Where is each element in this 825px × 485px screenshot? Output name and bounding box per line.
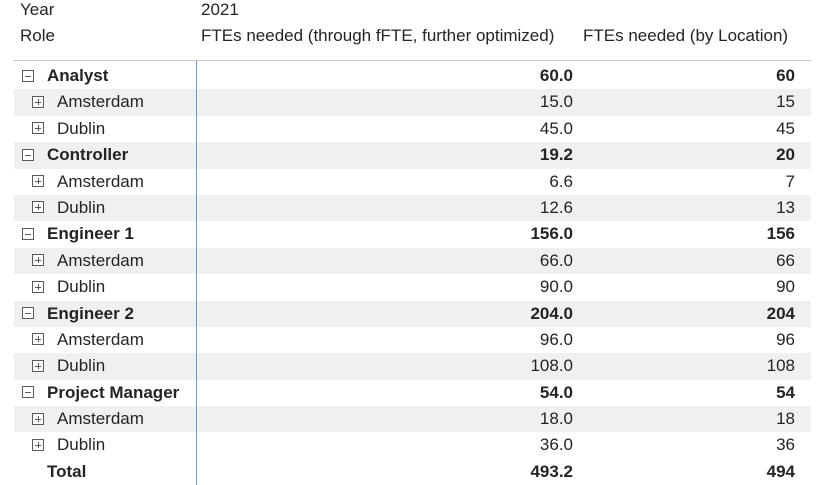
collapse-icon[interactable]: [22, 148, 34, 161]
table-row: Amsterdam 66.0 66: [14, 247, 811, 275]
cell-value: 96.0: [539, 329, 573, 349]
table-row: Engineer 1 156.0 156: [14, 221, 811, 247]
cell-value: 204: [766, 303, 795, 323]
collapse-icon[interactable]: [22, 69, 34, 82]
expand-icon[interactable]: [32, 201, 44, 214]
row-header-divider: [196, 61, 197, 485]
table-row: Amsterdam 15.0 15: [14, 89, 811, 116]
cell-value: 45: [776, 118, 795, 138]
row-label: Project Manager: [47, 382, 180, 402]
row-label: Dublin: [57, 356, 106, 376]
cell-value: 15.0: [539, 92, 573, 112]
cell-value: 36: [776, 435, 795, 455]
expand-icon[interactable]: [32, 280, 44, 293]
table-row: Amsterdam 96.0 96: [14, 327, 811, 353]
cell-value: 15: [776, 92, 795, 112]
table-row: Dublin 12.6 13: [14, 194, 811, 222]
total-value: 493.2: [530, 461, 573, 481]
collapse-icon[interactable]: [22, 227, 34, 240]
cell-value: 96: [776, 329, 795, 349]
cell-value: 54: [776, 382, 795, 402]
cell-value: 66.0: [539, 250, 573, 270]
cell-value: 19.2: [539, 145, 573, 165]
expand-icon[interactable]: [32, 359, 44, 372]
table-row: Dublin 45.0 45: [14, 116, 811, 142]
expand-icon[interactable]: [32, 412, 44, 425]
cell-value: 18.0: [539, 409, 573, 429]
total-value: 494: [766, 461, 795, 481]
cell-value: 108: [766, 356, 795, 376]
table-row: Project Manager 54.0 54: [14, 380, 811, 406]
table-row: Analyst 60.0 60: [14, 63, 811, 89]
table-row: Dublin 36.0 36: [14, 432, 811, 458]
row-label: Amsterdam: [57, 92, 144, 112]
cell-value: 60: [776, 66, 795, 85]
row-label: Controller: [47, 145, 129, 165]
table-row: Dublin 90.0 90: [14, 274, 811, 300]
row-label: Amsterdam: [57, 329, 144, 349]
row-label: Dublin: [57, 435, 106, 455]
cell-value: 156.0: [530, 224, 573, 244]
table-row: Engineer 2 204.0 204: [14, 300, 811, 327]
collapse-icon[interactable]: [22, 386, 34, 399]
collapse-icon[interactable]: [22, 307, 34, 320]
cell-value: 90: [776, 277, 795, 297]
cell-value: 54.0: [539, 382, 573, 402]
header-divider: [14, 60, 811, 61]
column-header-ftes-location[interactable]: FTEs needed (by Location): [583, 26, 789, 45]
cell-value: 20: [776, 145, 795, 165]
cell-value: 66: [776, 250, 795, 270]
column-header-ftes-fte[interactable]: FTEs needed (through fFTE, further optim…: [201, 26, 555, 45]
expand-icon[interactable]: [32, 95, 44, 108]
cell-value: 36.0: [539, 435, 573, 455]
cell-value: 108.0: [530, 356, 573, 376]
cell-value: 204.0: [530, 303, 573, 323]
cell-value: 6.6: [549, 171, 573, 191]
expand-icon[interactable]: [32, 175, 44, 188]
row-label: Engineer 1: [47, 224, 134, 244]
row-label: Amsterdam: [57, 409, 144, 429]
expand-icon[interactable]: [32, 438, 44, 451]
cell-value: 13: [776, 197, 795, 217]
row-label: Dublin: [57, 118, 106, 138]
cell-value: 7: [785, 171, 795, 191]
row-label: Engineer 2: [47, 303, 134, 323]
total-row: Total 493.2 494: [14, 459, 811, 485]
table-row: Amsterdam 18.0 18: [14, 406, 811, 433]
year-value: 2021: [201, 0, 239, 19]
row-label: Amsterdam: [57, 250, 144, 270]
row-label: Dublin: [57, 197, 106, 217]
cell-value: 60.0: [539, 66, 573, 85]
table-row: Controller 19.2 20: [14, 142, 811, 169]
cell-value: 12.6: [539, 197, 573, 217]
table-row: Dublin 108.0 108: [14, 353, 811, 380]
expand-icon[interactable]: [32, 122, 44, 135]
cell-value: 18: [776, 409, 795, 429]
row-label: Dublin: [57, 277, 106, 297]
expand-icon[interactable]: [32, 254, 44, 267]
role-header-label: Role: [20, 26, 55, 45]
expand-icon[interactable]: [32, 333, 44, 346]
cell-value: 45.0: [539, 118, 573, 138]
total-label: Total: [47, 461, 87, 481]
year-header-label: Year: [20, 0, 55, 19]
row-label: Amsterdam: [57, 171, 144, 191]
matrix-table: Analyst 60.0 60 Amsterdam 15.0 15 Dublin…: [14, 63, 811, 485]
cell-value: 156: [766, 224, 795, 244]
cell-value: 90.0: [539, 277, 573, 297]
row-label: Analyst: [47, 66, 109, 85]
table-row: Amsterdam 6.6 7: [14, 169, 811, 195]
